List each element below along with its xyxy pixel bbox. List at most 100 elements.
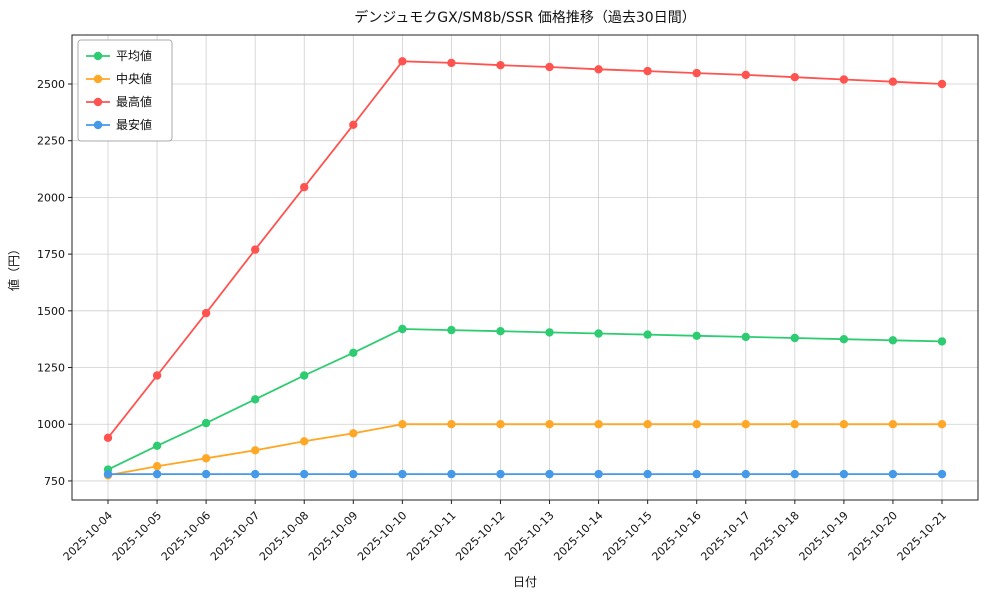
data-point-marker	[643, 420, 652, 429]
data-point-marker	[937, 420, 947, 429]
x-tick-label: 2025-10-19	[797, 509, 851, 563]
y-tick-label: 750	[44, 475, 65, 488]
data-point-marker	[790, 333, 799, 343]
data-point-marker	[741, 469, 750, 479]
data-point-marker	[251, 395, 260, 404]
data-point-marker	[741, 332, 750, 342]
data-point-marker	[839, 75, 849, 84]
data-point-marker	[594, 329, 603, 338]
data-point-marker	[839, 335, 849, 344]
data-point-marker	[594, 420, 603, 429]
x-tick-label: 2025-10-09	[306, 509, 360, 563]
legend-marker-sample	[93, 97, 103, 107]
data-point-marker	[594, 469, 603, 479]
data-point-marker	[888, 469, 898, 479]
data-point-marker	[152, 441, 162, 450]
data-point-marker	[692, 469, 701, 479]
data-point-marker	[545, 420, 554, 429]
y-tick-label: 1750	[37, 248, 65, 261]
legend-label: 中央値	[116, 71, 152, 86]
data-point-marker	[692, 420, 701, 429]
data-point-marker	[496, 60, 505, 70]
x-tick-label: 2025-10-15	[600, 509, 654, 563]
x-tick-label: 2025-10-12	[453, 509, 507, 563]
y-tick-label: 1250	[37, 362, 65, 375]
data-point-marker	[937, 337, 947, 346]
legend-marker-sample	[93, 51, 103, 61]
data-point-marker	[349, 469, 358, 479]
data-point-marker	[839, 420, 849, 429]
x-tick-label: 2025-10-13	[502, 509, 556, 563]
y-tick-label: 1000	[37, 418, 65, 431]
x-tick-label: 2025-10-17	[698, 509, 752, 563]
data-point-marker	[545, 328, 554, 337]
series-2	[103, 57, 947, 442]
x-tick-label: 2025-10-05	[110, 509, 164, 563]
y-tick-label: 2500	[37, 78, 65, 91]
data-point-marker	[300, 437, 309, 446]
data-point-marker	[545, 469, 554, 479]
x-axis: 2025-10-042025-10-052025-10-062025-10-07…	[61, 500, 949, 563]
data-point-marker	[398, 324, 407, 334]
data-point-marker	[349, 120, 358, 129]
data-point-marker	[251, 446, 260, 455]
legend-label: 最安値	[116, 117, 152, 132]
data-point-marker	[349, 429, 358, 438]
x-tick-label: 2025-10-14	[551, 509, 605, 563]
data-point-marker	[447, 325, 456, 335]
series-0	[103, 324, 947, 474]
x-tick-label: 2025-10-06	[159, 509, 213, 563]
data-point-marker	[594, 65, 603, 74]
data-point-marker	[790, 420, 799, 429]
series-line	[107, 328, 943, 471]
data-point-marker	[398, 57, 407, 66]
data-point-marker	[496, 469, 505, 479]
data-point-marker	[152, 462, 162, 471]
x-tick-label: 2025-10-16	[649, 509, 703, 563]
data-point-marker	[937, 469, 947, 479]
data-point-marker	[790, 73, 799, 82]
data-point-marker	[741, 70, 750, 80]
data-point-marker	[251, 245, 260, 254]
legend-marker-sample	[93, 120, 103, 130]
data-point-marker	[201, 418, 211, 428]
data-point-marker	[300, 183, 309, 192]
data-point-marker	[545, 62, 554, 72]
x-tick-label: 2025-10-18	[748, 509, 802, 563]
data-point-marker	[692, 68, 701, 78]
data-point-marker	[496, 327, 505, 336]
legend-label: 平均値	[116, 48, 152, 63]
data-point-marker	[447, 58, 456, 68]
data-point-marker	[201, 308, 211, 318]
plot-area: 750 1000 1250 1500 1750 2000 2250 2500 2025-10-0…	[37, 34, 979, 563]
data-point-marker	[398, 420, 407, 429]
plot-border	[71, 34, 979, 501]
data-point-marker	[888, 77, 898, 86]
legend-label: 最高値	[116, 94, 152, 109]
data-point-marker	[103, 469, 113, 479]
data-point-marker	[201, 469, 211, 479]
data-point-marker	[643, 330, 652, 339]
y-tick-label: 1500	[37, 305, 65, 318]
legend-marker-sample	[93, 74, 103, 84]
y-axis: 750 1000 1250 1500 1750 2000 2250 2500	[37, 78, 72, 488]
x-tick-label: 2025-10-11	[404, 509, 458, 563]
data-point-marker	[790, 469, 799, 479]
plot-background	[72, 35, 978, 500]
data-point-marker	[152, 469, 162, 479]
data-point-marker	[349, 348, 358, 357]
data-point-marker	[937, 79, 947, 89]
x-tick-label: 2025-10-10	[355, 509, 409, 563]
data-point-marker	[692, 331, 701, 340]
data-point-marker	[447, 469, 456, 479]
data-point-marker	[496, 420, 505, 429]
x-tick-label: 2025-10-07	[208, 509, 262, 563]
y-tick-label: 2000	[37, 191, 65, 204]
data-point-marker	[152, 371, 162, 380]
y-axis-label: 値（円）	[6, 243, 21, 291]
data-point-marker	[643, 469, 652, 479]
data-point-marker	[251, 469, 260, 479]
data-point-marker	[839, 469, 849, 479]
